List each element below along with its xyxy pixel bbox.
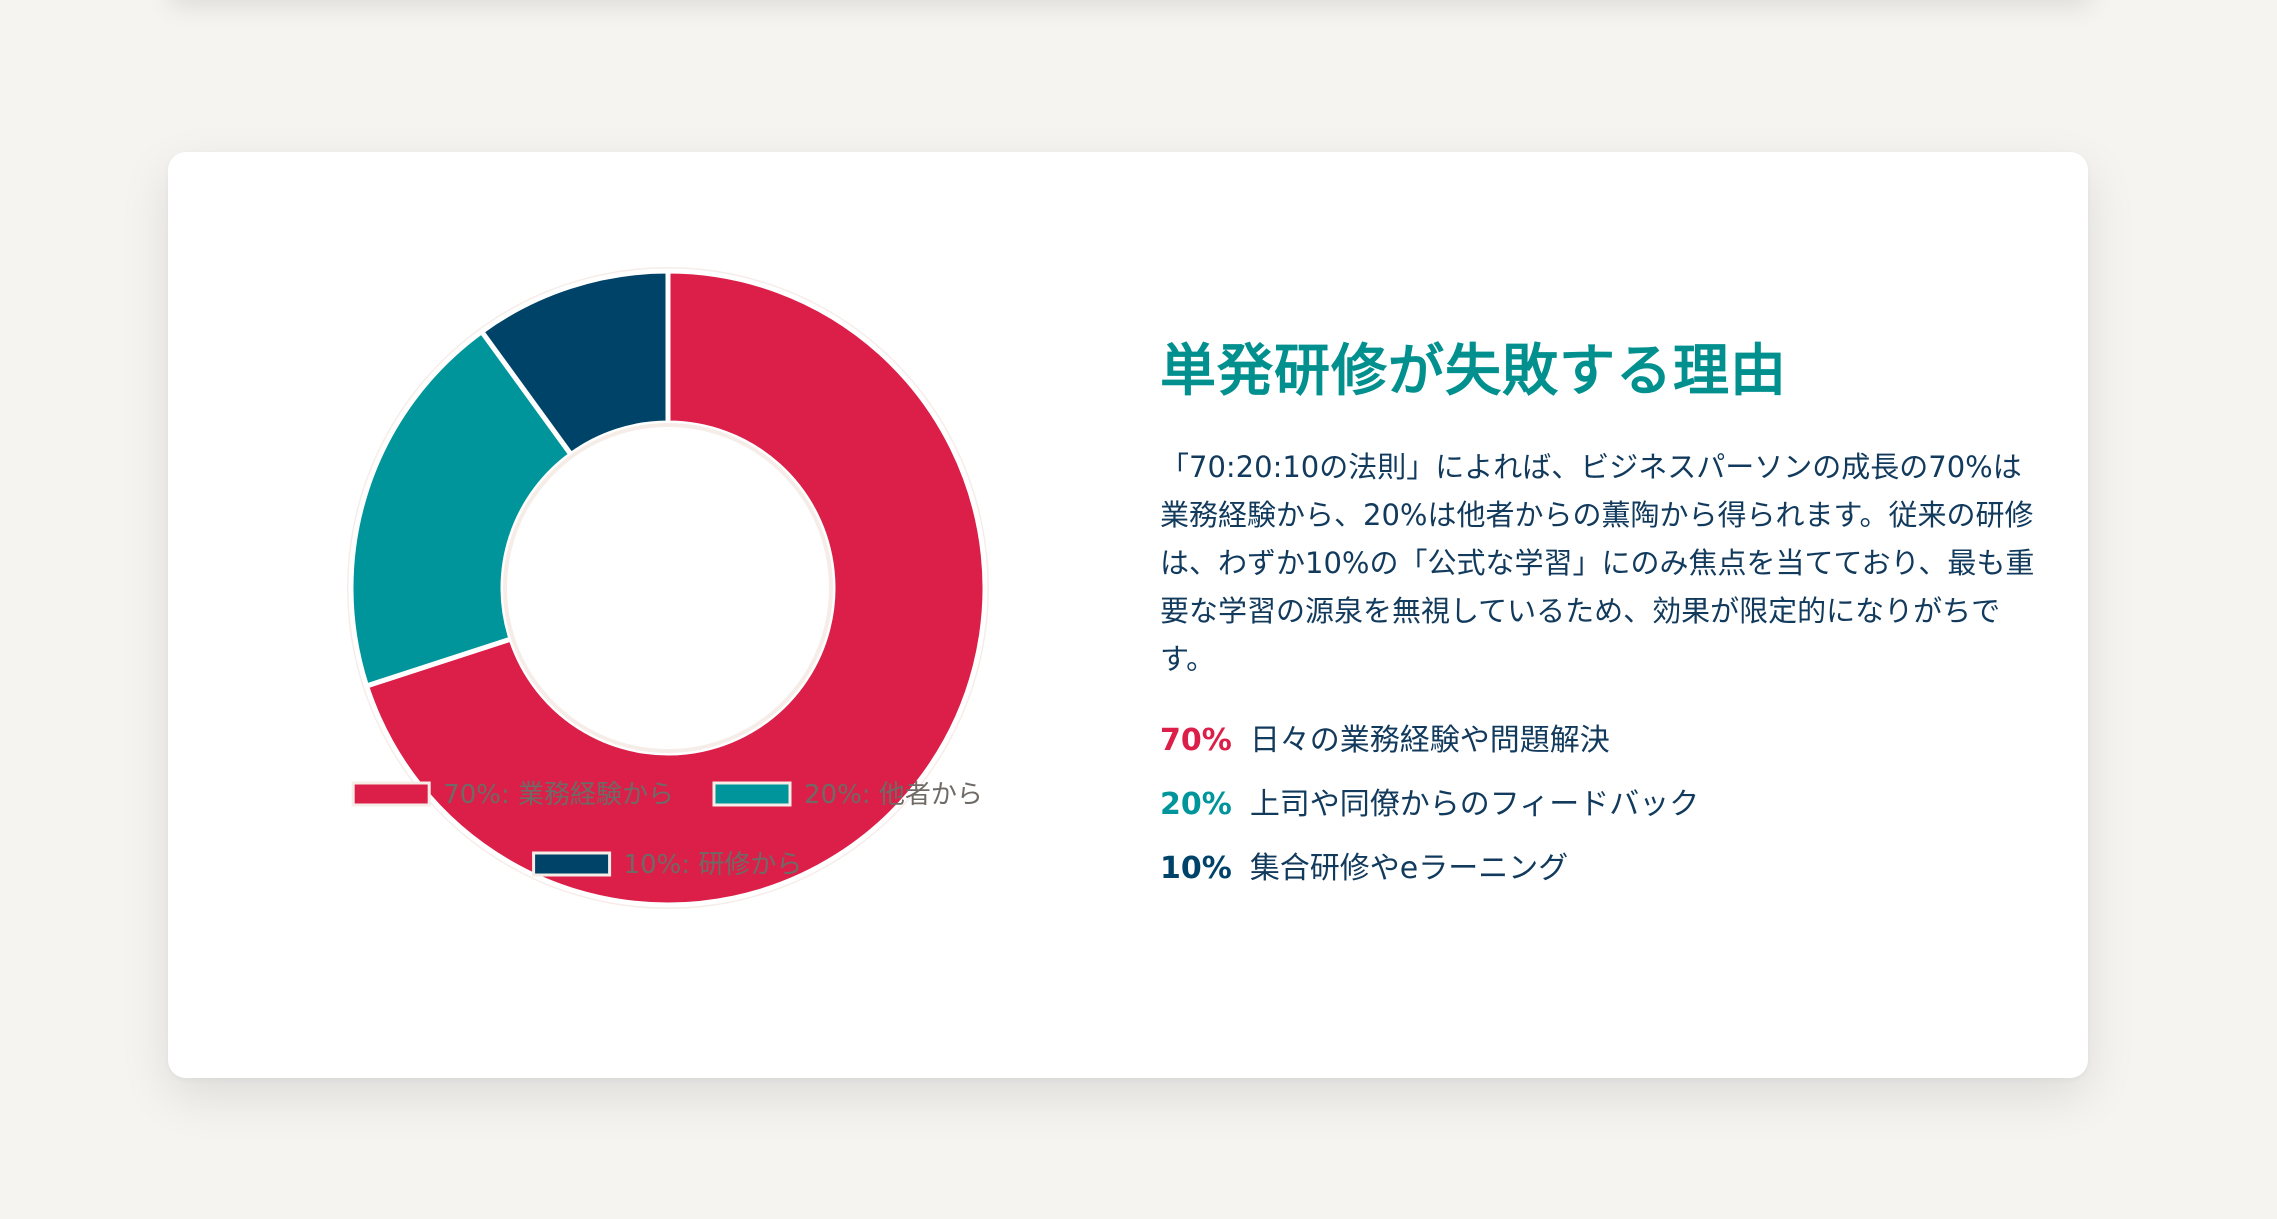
chart-hole <box>503 423 833 753</box>
stat-percent: 70% <box>1160 723 1232 759</box>
legend-label[interactable]: 10%: 研修から <box>624 850 803 880</box>
stat-text: 集合研修やeラーニング <box>1249 851 1569 887</box>
content-card: 70%: 業務経験から 20%: 他者から 10%: 研修から 単発研修が失敗する理… <box>168 152 2088 1078</box>
stats-list: 70% 日々の業務経験や問題解決 20% 上司や同僚からのフィードバック 10% 集合… <box>1160 709 2040 901</box>
legend-label[interactable]: 70%: 業務経験から <box>443 780 674 810</box>
legend-swatch[interactable] <box>712 781 792 807</box>
stat-text: 日々の業務経験や問題解決 <box>1249 723 1610 759</box>
stat-percent: 10% <box>1160 851 1232 887</box>
chart-legend: 70%: 業務経験から 20%: 他者から 10%: 研修から <box>351 780 983 880</box>
legend-label[interactable]: 20%: 他者から <box>804 780 983 810</box>
legend-swatch[interactable] <box>351 781 431 807</box>
stat-text: 上司や同僚からのフィードバック <box>1249 787 1700 823</box>
doughnut-chart: 70%: 業務経験から 20%: 他者から 10%: 研修から <box>347 267 989 909</box>
stat-item-20: 20% 上司や同僚からのフィードバック <box>1160 773 2040 837</box>
explanation-panel: 単発研修が失敗する理由 「70:20:10の法則」によれば、ビジネスパーソンの成… <box>1160 338 2040 901</box>
chart-slices <box>347 267 989 909</box>
stat-item-10: 10% 集合研修やeラーニング <box>1160 837 2040 901</box>
section-description: 「70:20:10の法則」によれば、ビジネスパーソンの成長の70%は業務経験から… <box>1160 450 2035 677</box>
slice-10[interactable] <box>479 268 671 458</box>
stat-percent: 20% <box>1160 787 1232 823</box>
stat-item-70: 70% 日々の業務経験や問題解決 <box>1160 709 2040 773</box>
legend-swatch[interactable] <box>532 851 612 877</box>
slice-70[interactable] <box>364 268 988 908</box>
section-title: 単発研修が失敗する理由 <box>1160 339 1787 404</box>
